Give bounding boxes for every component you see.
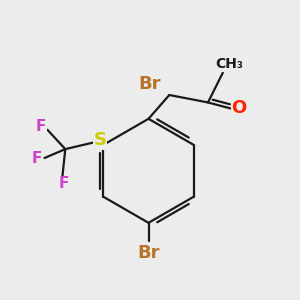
Text: F: F bbox=[32, 151, 42, 166]
Text: Br: Br bbox=[137, 244, 160, 262]
Text: Br: Br bbox=[139, 75, 161, 93]
Text: F: F bbox=[58, 176, 69, 191]
Text: O: O bbox=[232, 99, 247, 117]
Text: CH₃: CH₃ bbox=[215, 57, 243, 71]
Text: F: F bbox=[36, 119, 46, 134]
Text: S: S bbox=[94, 130, 106, 148]
